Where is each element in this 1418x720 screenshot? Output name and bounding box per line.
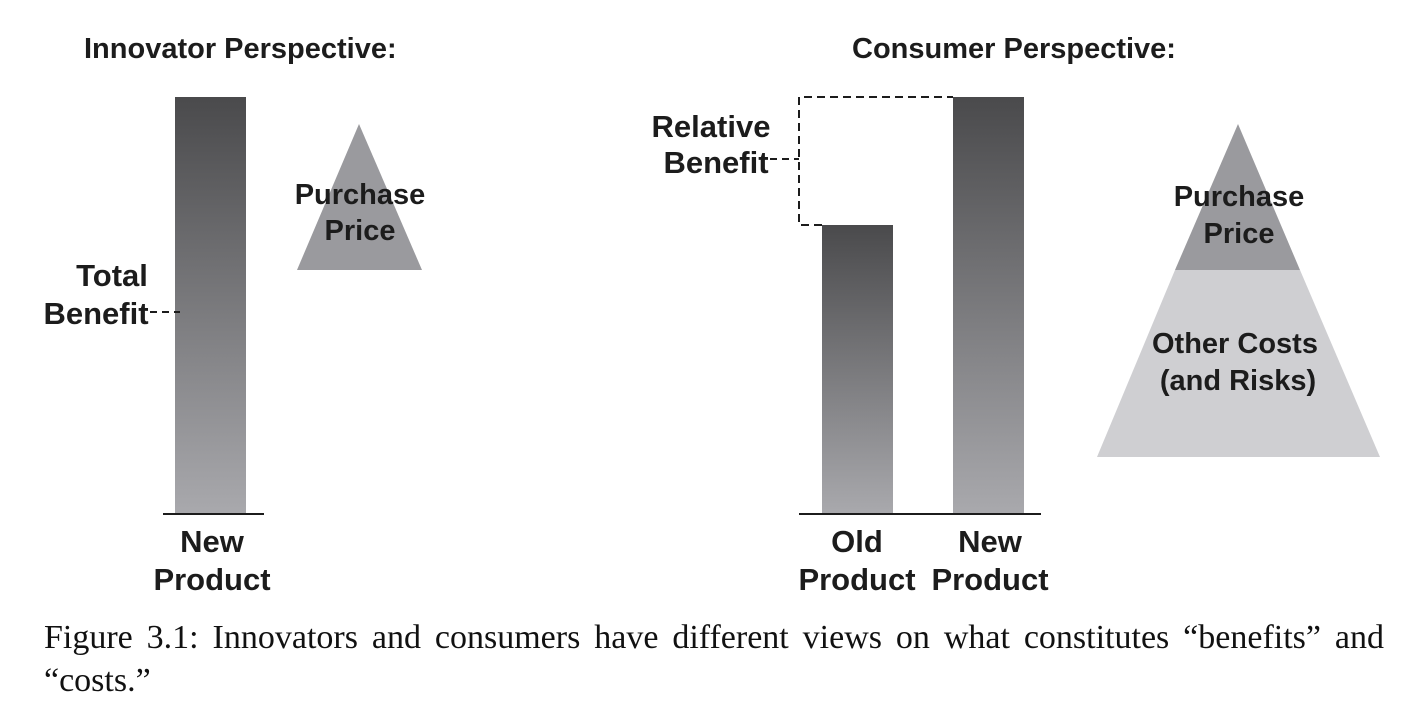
old-product-label-line1: Old (831, 524, 883, 559)
innovator-axis-label-line2: Product (153, 562, 270, 597)
other-costs-line1: Other Costs (1152, 328, 1318, 360)
other-costs-line2: (and Risks) (1160, 365, 1316, 397)
innovator-price-triangle (297, 124, 422, 270)
consumer-price-line2: Price (1204, 218, 1275, 250)
consumer-panel: Consumer Perspective: Relative Benefit P… (652, 33, 1380, 597)
consumer-new-product-label-line2: Product (931, 562, 1048, 597)
innovator-price-line2: Price (325, 215, 396, 247)
innovator-new-product-bar (175, 97, 246, 514)
innovator-axis-label-line1: New (180, 524, 245, 559)
relative-benefit-label-line2: Benefit (663, 145, 768, 180)
old-product-label-line2: Product (798, 562, 915, 597)
benefit-cost-diagram: Innovator Perspective: Total Benefit Pur… (43, 33, 1380, 597)
relative-benefit-label-line1: Relative (652, 109, 771, 144)
total-benefit-label-line2: Benefit (43, 296, 148, 331)
other-costs-section (1097, 270, 1380, 457)
innovator-price-line1: Purchase (295, 179, 426, 211)
relative-benefit-bracket (798, 96, 953, 226)
consumer-new-product-label-line1: New (958, 524, 1023, 559)
innovator-panel: Innovator Perspective: Total Benefit Pur… (43, 33, 425, 597)
figure-caption: Figure 3.1: Innovators and consumers hav… (44, 619, 1384, 699)
consumer-heading: Consumer Perspective: (852, 33, 1176, 65)
total-benefit-label-line1: Total (76, 258, 148, 293)
old-product-bar (822, 225, 893, 514)
innovator-heading: Innovator Perspective: (84, 33, 397, 65)
consumer-new-product-bar (953, 97, 1024, 514)
consumer-price-section (1175, 124, 1300, 270)
consumer-price-line1: Purchase (1174, 181, 1305, 213)
